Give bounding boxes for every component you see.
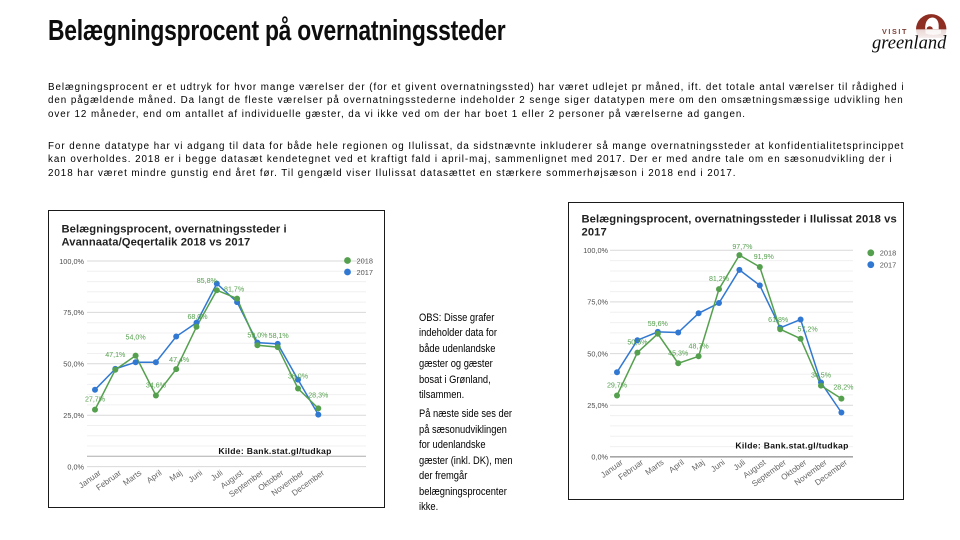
- svg-text:54,0%: 54,0%: [126, 334, 147, 342]
- svg-text:28,2%: 28,2%: [833, 383, 854, 391]
- svg-text:68,0%: 68,0%: [187, 313, 208, 321]
- svg-text:45,3%: 45,3%: [668, 349, 689, 357]
- svg-text:57,2%: 57,2%: [798, 325, 819, 333]
- svg-text:59,6%: 59,6%: [648, 319, 669, 327]
- svg-text:Avannaata/Qeqertalik 2018 vs 2: Avannaata/Qeqertalik 2018 vs 2017: [62, 236, 251, 248]
- svg-text:2018: 2018: [357, 256, 373, 265]
- svg-text:Belægningsprocent, overnatning: Belægningsprocent, overnatningssteder i …: [582, 213, 897, 225]
- svg-text:Kilde: Bank.stat.gl/tudkap: Kilde: Bank.stat.gl/tudkap: [218, 446, 331, 456]
- svg-text:85,8%: 85,8%: [197, 277, 218, 285]
- svg-text:75,0%: 75,0%: [63, 308, 84, 317]
- svg-text:2017: 2017: [582, 226, 607, 238]
- svg-text:75,0%: 75,0%: [587, 297, 608, 306]
- svg-text:50,0%: 50,0%: [63, 360, 84, 369]
- svg-text:34,5%: 34,5%: [811, 371, 832, 379]
- svg-text:2017: 2017: [880, 260, 896, 269]
- svg-text:48,7%: 48,7%: [689, 342, 710, 350]
- svg-text:81,2%: 81,2%: [709, 275, 730, 283]
- svg-text:97,7%: 97,7%: [732, 243, 753, 251]
- svg-text:VISIT: VISIT: [882, 27, 908, 36]
- svg-text:2017: 2017: [357, 268, 373, 277]
- svg-text:47,1%: 47,1%: [105, 351, 126, 359]
- svg-text:61,8%: 61,8%: [768, 316, 789, 324]
- svg-text:91,9%: 91,9%: [754, 253, 775, 261]
- svg-text:2018: 2018: [880, 248, 896, 257]
- svg-text:50,0%: 50,0%: [587, 349, 608, 358]
- svg-text:25,0%: 25,0%: [63, 411, 84, 420]
- svg-text:50,5%: 50,5%: [627, 338, 648, 346]
- svg-text:0,0%: 0,0%: [591, 452, 608, 461]
- svg-text:81,7%: 81,7%: [224, 286, 245, 294]
- svg-text:100,0%: 100,0%: [59, 257, 84, 266]
- svg-text:Kilde: Bank.stat.gl/tudkap: Kilde: Bank.stat.gl/tudkap: [735, 440, 848, 450]
- svg-text:27,7%: 27,7%: [85, 396, 106, 404]
- svg-text:greenland: greenland: [872, 34, 947, 54]
- svg-text:25,0%: 25,0%: [587, 401, 608, 410]
- svg-text:47,4%: 47,4%: [169, 356, 190, 364]
- svg-text:0,0%: 0,0%: [67, 462, 84, 471]
- svg-text:28,3%: 28,3%: [308, 391, 329, 399]
- svg-text:59,0%: 59,0%: [247, 331, 268, 339]
- svg-text:38,0%: 38,0%: [288, 373, 309, 381]
- svg-text:100,0%: 100,0%: [583, 246, 608, 255]
- svg-text:29,7%: 29,7%: [607, 381, 628, 389]
- svg-text:34,6%: 34,6%: [146, 382, 167, 390]
- svg-text:Belægningsprocent, overnatning: Belægningsprocent, overnatningssteder i: [62, 224, 287, 236]
- svg-text:58,1%: 58,1%: [269, 332, 290, 340]
